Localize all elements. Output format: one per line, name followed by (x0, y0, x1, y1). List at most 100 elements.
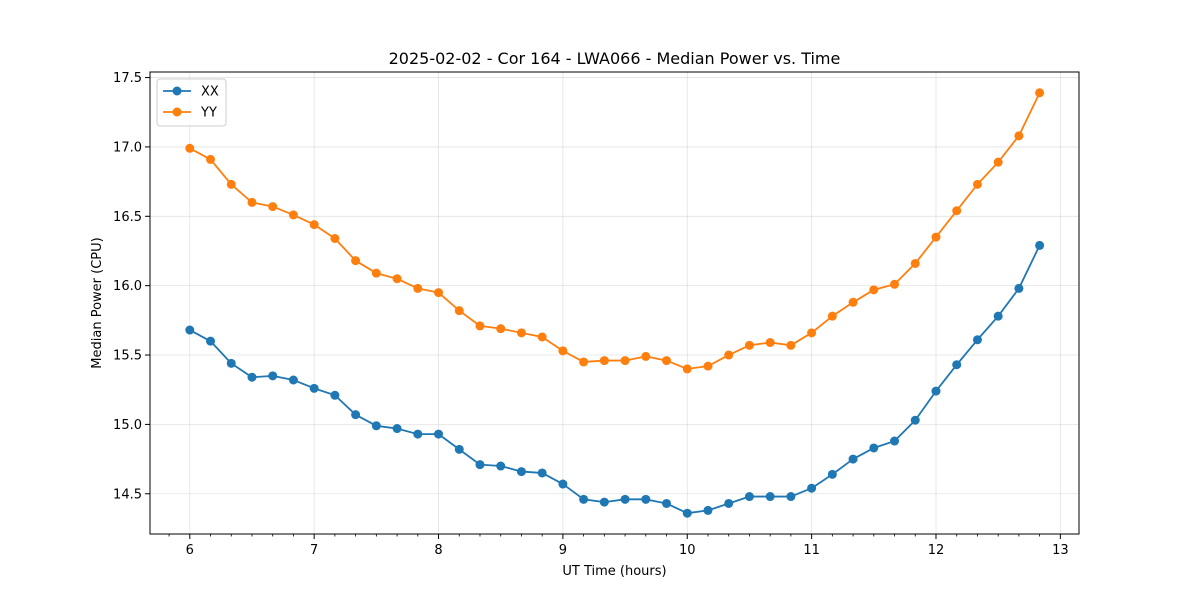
legend-label-xx: XX (201, 85, 219, 100)
x-tick-label: 12 (928, 543, 945, 558)
data-point-xx (537, 468, 547, 478)
data-point-xx (288, 375, 298, 385)
data-point-yy (869, 285, 879, 295)
data-point-yy (413, 283, 423, 293)
data-point-xx (371, 421, 381, 431)
series-yy (185, 88, 1045, 374)
data-point-yy (827, 311, 837, 321)
x-tick-label: 10 (679, 543, 696, 558)
data-point-xx (682, 508, 692, 518)
data-point-xx (579, 494, 589, 504)
data-point-xx (454, 444, 464, 454)
data-point-xx (330, 390, 340, 400)
data-point-xx (765, 492, 775, 502)
y-tick-label: 16.0 (113, 279, 142, 294)
data-point-yy (765, 338, 775, 348)
data-point-yy (434, 288, 444, 298)
data-point-xx (185, 325, 195, 335)
data-point-yy (620, 356, 630, 366)
x-tick-label: 9 (559, 543, 567, 558)
data-point-xx (952, 360, 962, 370)
data-point-xx (247, 372, 257, 382)
data-point-yy (330, 233, 340, 243)
data-point-yy (351, 256, 361, 266)
data-point-xx (434, 429, 444, 439)
data-point-yy (682, 364, 692, 374)
plot-frame (149, 71, 1080, 535)
data-point-xx (848, 454, 858, 464)
data-point-yy (496, 324, 506, 334)
data-point-xx (475, 460, 485, 470)
data-point-xx (993, 311, 1003, 321)
data-point-yy (371, 268, 381, 278)
x-tick-label: 11 (803, 543, 820, 558)
data-point-xx (931, 386, 941, 396)
data-point-xx (1014, 283, 1024, 293)
x-axis-label: UT Time (hours) (562, 564, 666, 579)
data-point-yy (1035, 88, 1045, 98)
data-point-yy (268, 202, 278, 212)
data-point-xx (309, 383, 319, 393)
data-point-xx (351, 410, 361, 420)
data-point-yy (993, 157, 1003, 167)
x-tick-label: 8 (434, 543, 442, 558)
data-point-yy (309, 220, 319, 230)
data-point-xx (890, 436, 900, 446)
data-point-yy (558, 346, 568, 356)
data-point-yy (931, 232, 941, 242)
legend-label-yy: YY (200, 106, 217, 121)
grid (150, 72, 1079, 534)
data-point-xx (1035, 240, 1045, 250)
x-axis: 6 7 8 9 10 11 12 13 (168, 534, 1069, 558)
y-tick-label: 15.5 (113, 349, 142, 364)
data-point-xx (516, 467, 526, 477)
data-point-yy (537, 332, 547, 342)
data-point-yy (724, 350, 734, 360)
data-point-yy (910, 258, 920, 268)
chart-title: 2025-02-02 - Cor 164 - LWA066 - Median P… (389, 49, 841, 68)
x-tick-label: 7 (310, 543, 318, 558)
data-point-xx (641, 494, 651, 504)
data-point-xx (807, 483, 817, 493)
data-point-yy (641, 351, 651, 361)
data-point-xx (744, 492, 754, 502)
legend-marker-yy (172, 107, 182, 117)
data-point-yy (475, 321, 485, 331)
data-point-xx (268, 371, 278, 381)
data-point-xx (703, 505, 713, 515)
data-point-yy (599, 356, 609, 366)
data-point-xx (392, 424, 402, 434)
y-tick-label: 16.5 (113, 210, 142, 225)
data-point-yy (890, 279, 900, 289)
series-xx (185, 240, 1045, 518)
y-tick-label: 17.0 (113, 140, 142, 155)
y-tick-label: 17.5 (113, 71, 142, 86)
data-point-yy (807, 328, 817, 338)
data-point-xx (827, 469, 837, 479)
data-point-yy (247, 197, 257, 207)
legend-marker-xx (172, 86, 182, 96)
data-point-xx (558, 479, 568, 489)
x-tick-label: 13 (1052, 543, 1069, 558)
data-point-yy (579, 357, 589, 367)
data-point-xx (226, 358, 236, 368)
data-point-yy (185, 143, 195, 153)
data-point-xx (869, 443, 879, 453)
data-point-xx (910, 415, 920, 425)
data-point-yy (662, 356, 672, 366)
data-point-xx (206, 336, 216, 346)
y-axis: 14.5 15.0 15.5 16.0 16.5 17.0 17.5 (113, 71, 150, 502)
y-tick-label: 15.0 (113, 418, 142, 433)
data-point-xx (496, 461, 506, 471)
data-point-yy (848, 297, 858, 307)
data-point-xx (724, 498, 734, 508)
data-point-yy (952, 206, 962, 216)
data-point-yy (703, 361, 713, 371)
x-tick-label: 6 (186, 543, 194, 558)
data-point-yy (786, 340, 796, 350)
data-point-xx (620, 494, 630, 504)
data-point-yy (972, 179, 982, 189)
data-point-yy (454, 306, 464, 316)
data-point-yy (1014, 131, 1024, 141)
